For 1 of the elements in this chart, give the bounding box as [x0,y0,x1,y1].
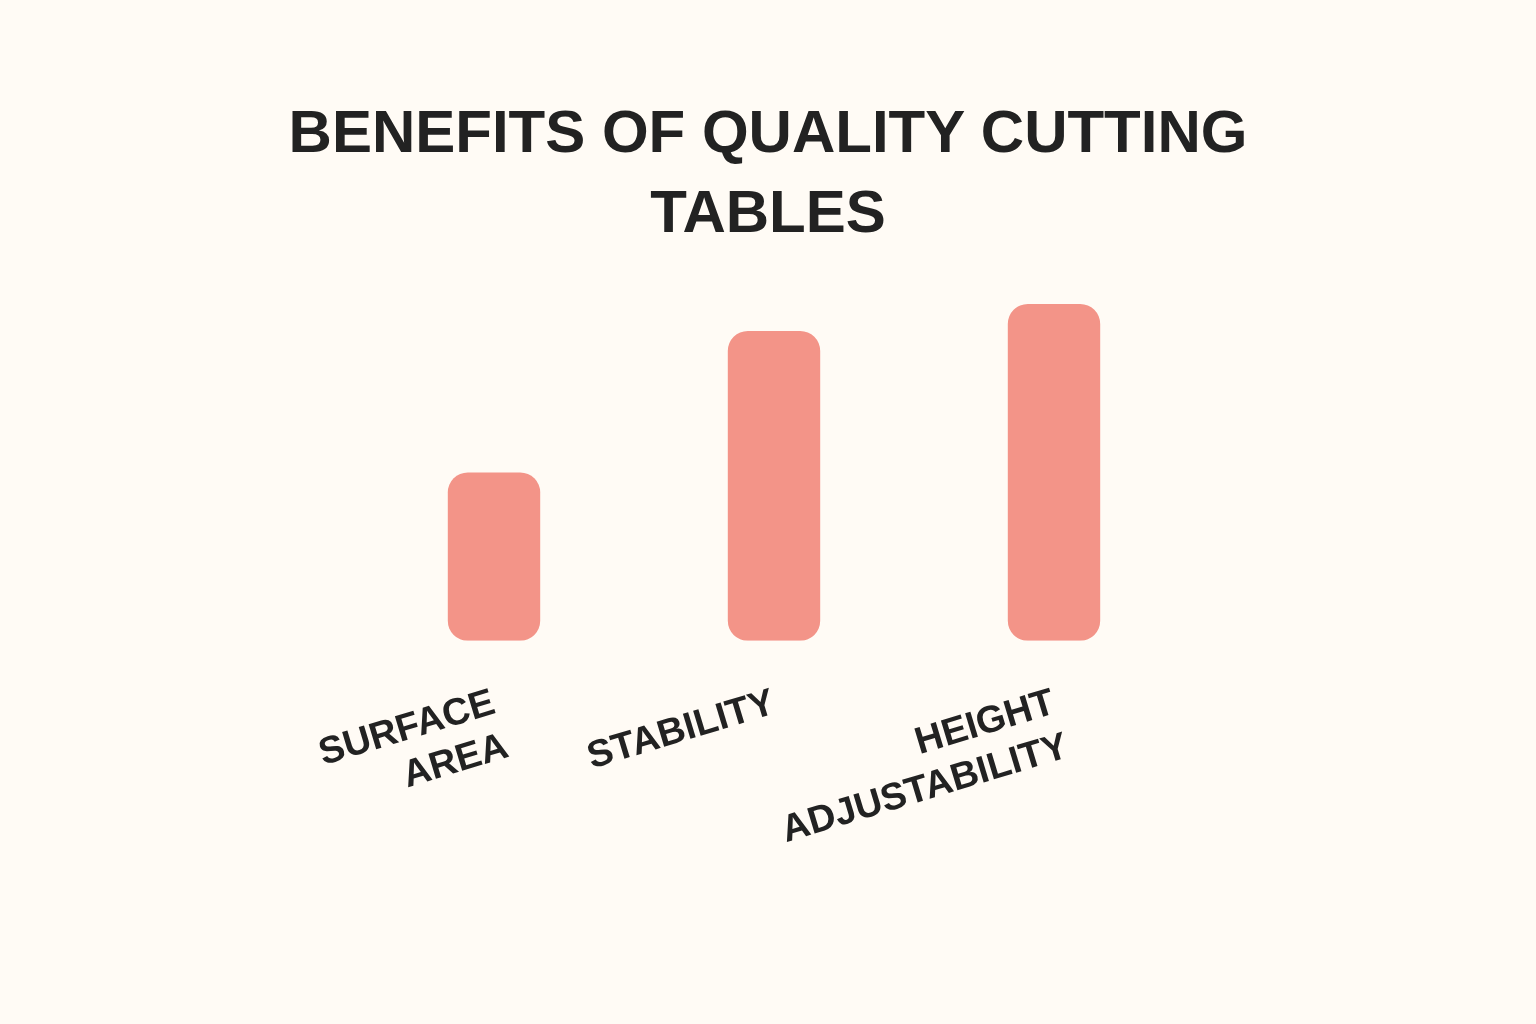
chart-title: BENEFITS OF QUALITY CUTTING TABLES [287,97,1249,247]
